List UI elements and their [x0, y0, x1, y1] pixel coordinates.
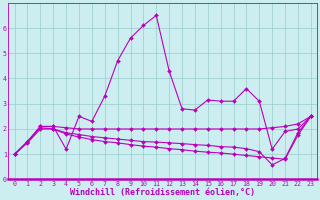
X-axis label: Windchill (Refroidissement éolien,°C): Windchill (Refroidissement éolien,°C): [70, 188, 255, 197]
